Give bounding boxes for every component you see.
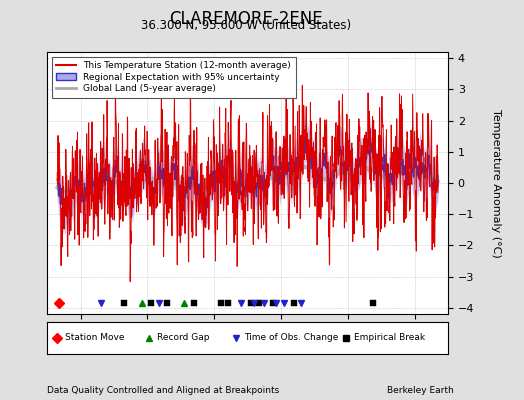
Text: 36.300 N, 95.600 W (United States): 36.300 N, 95.600 W (United States) xyxy=(141,19,352,32)
Text: Record Gap: Record Gap xyxy=(157,334,210,342)
Text: Time of Obs. Change: Time of Obs. Change xyxy=(244,334,338,342)
Text: Berkeley Earth: Berkeley Earth xyxy=(387,386,453,395)
Text: Data Quality Controlled and Aligned at Breakpoints: Data Quality Controlled and Aligned at B… xyxy=(47,386,279,395)
Legend: This Temperature Station (12-month average), Regional Expectation with 95% uncer: This Temperature Station (12-month avera… xyxy=(52,56,296,98)
Text: Station Move: Station Move xyxy=(65,334,125,342)
Y-axis label: Temperature Anomaly (°C): Temperature Anomaly (°C) xyxy=(491,109,501,257)
Text: CLAREMORE-2ENE: CLAREMORE-2ENE xyxy=(169,10,323,28)
Text: Empirical Break: Empirical Break xyxy=(354,334,425,342)
